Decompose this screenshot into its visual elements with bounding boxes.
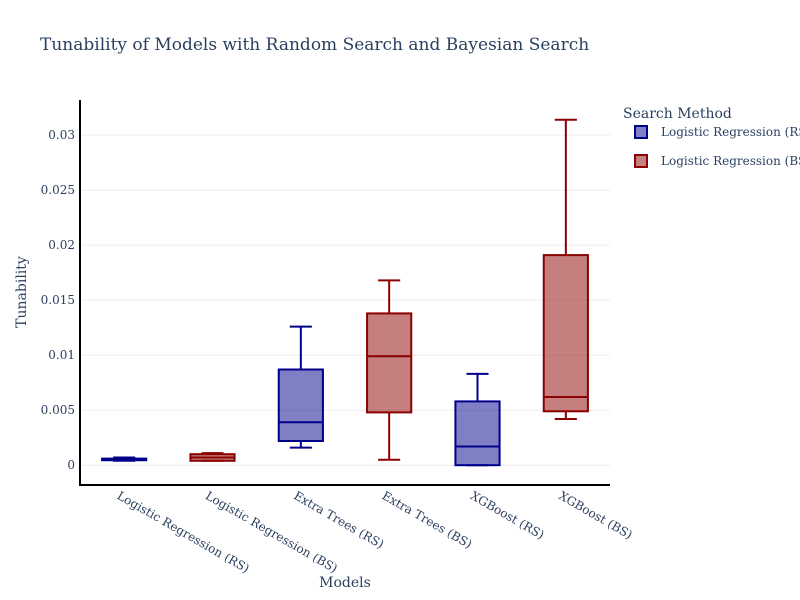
box-iqr: [542, 254, 589, 413]
chart-title: Tunability of Models with Random Search …: [40, 35, 589, 55]
legend: Search Method Logistic Regression (RS) Lo…: [623, 106, 800, 168]
legend-swatch: [634, 154, 648, 168]
x-tick-label: Extra Trees (BS): [380, 488, 475, 551]
y-axis-title: Tunability: [14, 256, 30, 328]
y-tick-label: 0.005: [41, 403, 75, 417]
legend-item[interactable]: Logistic Regression (BS): [634, 154, 800, 168]
box-2: [189, 452, 236, 462]
legend-label: Logistic Regression (BS): [661, 154, 800, 168]
x-axis-title: Models: [319, 575, 371, 591]
gridlines: [80, 134, 610, 466]
box-4: [366, 279, 413, 461]
box-plot-series: [101, 118, 589, 467]
y-tick-label: 0.01: [48, 348, 75, 362]
legend-label: Logistic Regression (RS): [661, 125, 800, 139]
legend-item[interactable]: Logistic Regression (RS): [634, 125, 800, 139]
x-tick-label: XGBoost (BS): [556, 488, 635, 541]
y-axis-ticks: 0 0.005 0.01 0.015 0.02 0.025 0.03: [41, 128, 75, 472]
legend-title: Search Method: [623, 106, 732, 122]
x-tick-label: XGBoost (RS): [468, 488, 547, 542]
y-tick-label: 0.015: [41, 293, 75, 307]
box-5: [454, 372, 501, 467]
box-3: [277, 325, 324, 449]
legend-swatch: [634, 125, 648, 139]
box-iqr: [454, 400, 501, 467]
box-iqr: [277, 368, 324, 442]
box-6: [542, 118, 589, 420]
x-tick-label: Extra Trees (RS): [291, 488, 386, 551]
y-tick-label: 0.02: [48, 238, 75, 252]
y-tick-label: 0.03: [48, 128, 75, 142]
y-tick-label: 0: [67, 458, 75, 472]
x-axis-ticks: Logistic Regression (RS)Logistic Regress…: [115, 488, 635, 575]
y-tick-label: 0.025: [41, 183, 75, 197]
box-1: [101, 456, 148, 462]
box-iqr: [366, 312, 413, 414]
